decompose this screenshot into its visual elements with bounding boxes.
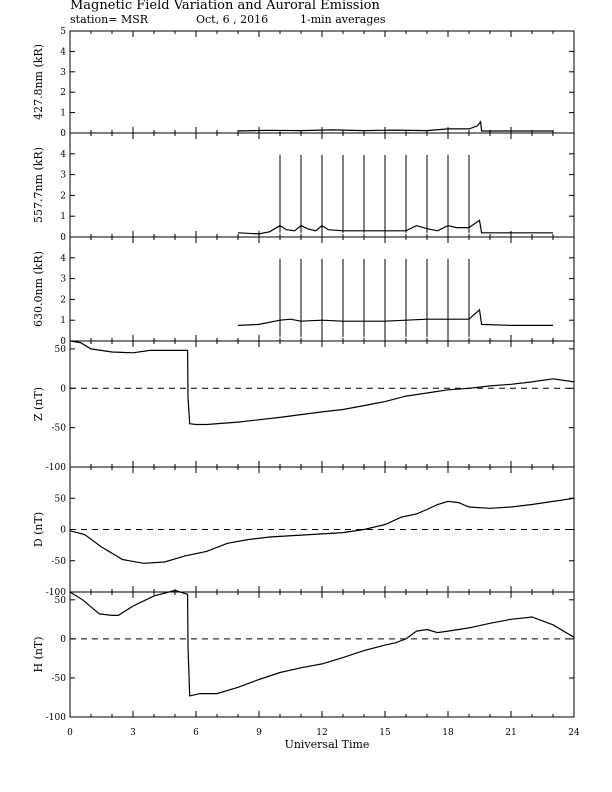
x-tick-label: 24 [568,728,580,738]
x-tick-label: 12 [316,728,327,738]
y-tick-label: 1 [60,109,66,119]
y-tick-label: -100 [46,463,66,473]
x-tick-label: 3 [130,728,136,738]
y-tick-label: -100 [46,713,66,723]
y-tick-label: -50 [52,424,67,434]
y-axis-label: H (nT) [32,636,45,672]
y-tick-label: 4 [60,47,66,57]
y-tick-label: 3 [60,275,66,285]
y-tick-label: 50 [55,494,67,504]
averaging-label: 1-min averages [300,13,386,26]
y-tick-label: 1 [60,316,66,326]
series-line [237,219,553,235]
station-label: station= MSR [70,13,149,26]
panel-stack: 0 1 2 3 4 5 427.8nm (kR) 0 1 2 3 4 557.7nm (kR) 0 1 2 3 4… [32,27,575,723]
panel-pH: -100 -50 0 50 H (nT) [32,589,575,723]
y-axis-label: 557.7nm (kR) [32,147,45,223]
time-axis: 0 3 6 9 12 15 18 21 24 [67,728,580,738]
y-tick-label: 0 [60,384,66,394]
series-line [237,308,553,326]
y-tick-label: 2 [60,88,66,98]
x-tick-label: 15 [379,728,391,738]
y-tick-label: 0 [60,129,66,139]
y-tick-label: 1 [60,212,66,222]
y-tick-label: -50 [52,557,67,567]
x-axis-label: Universal Time [285,738,370,751]
date-label: Oct, 6 , 2016 [196,13,268,26]
panel-frame [69,340,575,468]
y-tick-label: 0 [60,233,66,243]
y-tick-label: 2 [60,191,66,201]
series-line [69,589,575,697]
y-tick-label: 2 [60,295,66,305]
x-tick-label: 0 [67,728,73,738]
x-tick-label: 9 [256,728,262,738]
panel-frame [69,30,575,134]
panel-p5577: 0 1 2 3 4 557.7nm (kR) [32,132,575,243]
series-line [69,340,575,426]
x-tick-label: 18 [442,728,454,738]
series-line [237,120,553,132]
series-line [69,497,575,564]
panel-p4278: 0 1 2 3 4 5 427.8nm (kR) [32,27,575,139]
figure-title: Magnetic Field Variation and Auroral Emi… [70,0,380,13]
x-tick-label: 6 [193,728,199,738]
y-tick-label: 0 [60,337,66,347]
x-tick-label: 21 [505,728,516,738]
y-tick-label: 0 [60,635,66,645]
y-axis-label: 427.8nm (kR) [32,44,45,120]
y-tick-label: 0 [60,526,66,536]
y-tick-label: 50 [55,345,67,355]
y-tick-label: -50 [52,674,67,684]
panel-frame [69,466,575,593]
y-tick-label: 5 [60,27,66,37]
panel-p6300: 0 1 2 3 4 630.0nm (kR) [32,236,575,347]
y-tick-label: 50 [55,596,67,606]
y-tick-label: -100 [46,588,66,598]
y-tick-label: 4 [60,254,66,264]
y-tick-label: 3 [60,171,66,181]
panel-pD: -100 -50 0 50 D (nT) [32,466,575,598]
y-tick-label: 3 [60,68,66,78]
y-tick-label: 4 [60,150,66,160]
y-axis-label: 630.0nm (kR) [32,251,45,327]
y-axis-label: Z (nT) [32,387,45,421]
panel-frame [69,591,575,718]
y-axis-label: D (nT) [32,512,45,547]
